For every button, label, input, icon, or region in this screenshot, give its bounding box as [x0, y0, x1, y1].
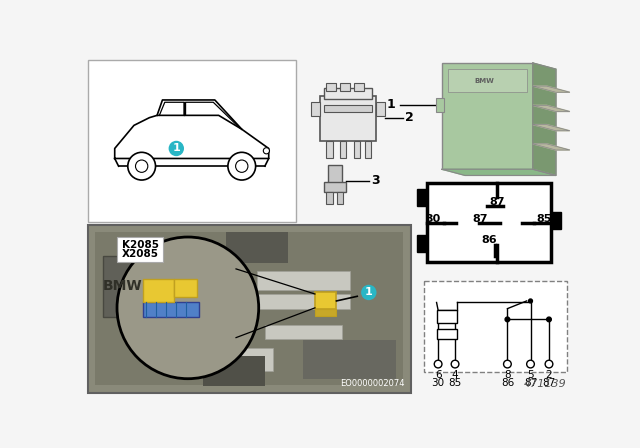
Circle shape	[263, 148, 269, 154]
Circle shape	[236, 160, 248, 172]
Bar	[227, 233, 288, 263]
Circle shape	[128, 152, 156, 180]
Polygon shape	[533, 144, 570, 150]
Bar	[257, 271, 349, 290]
Circle shape	[547, 317, 551, 322]
Circle shape	[451, 360, 459, 368]
Text: 30: 30	[425, 214, 440, 224]
Text: X2085: X2085	[122, 249, 159, 259]
Bar	[315, 293, 337, 310]
Bar	[340, 83, 350, 90]
Text: 86: 86	[481, 235, 497, 245]
Bar	[324, 182, 346, 192]
Text: BMW: BMW	[474, 78, 494, 84]
Bar	[324, 105, 372, 112]
Text: 4: 4	[452, 370, 458, 380]
Text: K2085: K2085	[122, 240, 159, 250]
Bar	[143, 302, 198, 317]
Circle shape	[361, 285, 376, 300]
Polygon shape	[533, 86, 570, 92]
Bar	[427, 183, 551, 262]
Circle shape	[529, 299, 532, 303]
Text: 1: 1	[387, 98, 396, 111]
Bar	[88, 60, 296, 222]
Bar	[376, 102, 385, 116]
Bar	[95, 233, 403, 385]
Circle shape	[545, 360, 553, 368]
Circle shape	[527, 360, 534, 368]
Circle shape	[435, 360, 442, 368]
Bar	[315, 310, 337, 315]
Bar	[326, 141, 333, 158]
Bar	[326, 83, 337, 90]
Bar	[417, 189, 427, 206]
Polygon shape	[533, 125, 570, 131]
Bar	[324, 88, 372, 99]
Text: 87: 87	[489, 197, 504, 207]
Circle shape	[136, 160, 148, 172]
Text: 471139: 471139	[524, 379, 566, 389]
Text: BMW: BMW	[102, 279, 142, 293]
Text: 85: 85	[449, 378, 461, 388]
Bar	[242, 294, 349, 310]
Polygon shape	[533, 63, 556, 176]
Bar	[320, 96, 376, 141]
Bar	[265, 325, 342, 339]
Text: 87: 87	[473, 214, 488, 224]
Bar	[354, 83, 364, 90]
Bar	[354, 141, 360, 158]
Bar	[436, 98, 444, 112]
Text: 30: 30	[431, 378, 445, 388]
Bar	[227, 348, 273, 371]
Circle shape	[504, 360, 511, 368]
Text: 8: 8	[504, 370, 511, 380]
Bar	[117, 237, 163, 262]
Bar	[436, 310, 456, 323]
Bar	[328, 165, 342, 187]
Bar	[436, 329, 456, 339]
Text: 87: 87	[542, 378, 556, 388]
Text: EO0000002074: EO0000002074	[340, 379, 405, 388]
Circle shape	[117, 237, 259, 379]
Bar	[365, 141, 371, 158]
Bar	[551, 212, 561, 229]
Text: 5: 5	[527, 370, 534, 380]
Polygon shape	[442, 169, 556, 176]
Bar	[303, 340, 396, 379]
Bar	[448, 69, 527, 92]
Bar	[204, 356, 265, 386]
Bar	[326, 192, 333, 204]
Text: 87: 87	[524, 378, 537, 388]
Circle shape	[168, 141, 184, 156]
Bar	[417, 236, 427, 252]
Bar	[311, 102, 320, 116]
Bar	[88, 225, 411, 392]
Bar	[424, 281, 566, 372]
Circle shape	[228, 152, 255, 180]
Polygon shape	[533, 105, 570, 112]
Bar	[103, 255, 141, 317]
Bar	[174, 279, 197, 297]
Bar	[337, 192, 344, 204]
Text: 2: 2	[546, 370, 552, 380]
Text: 86: 86	[500, 378, 514, 388]
Text: 1: 1	[172, 143, 180, 154]
Text: 85: 85	[536, 214, 551, 224]
Circle shape	[505, 317, 509, 322]
Bar	[340, 141, 346, 158]
Text: 1: 1	[365, 288, 372, 297]
Bar	[143, 279, 174, 302]
Text: 6: 6	[435, 370, 442, 380]
Text: 3: 3	[371, 174, 380, 187]
Bar	[442, 63, 533, 169]
Text: 2: 2	[405, 111, 413, 124]
